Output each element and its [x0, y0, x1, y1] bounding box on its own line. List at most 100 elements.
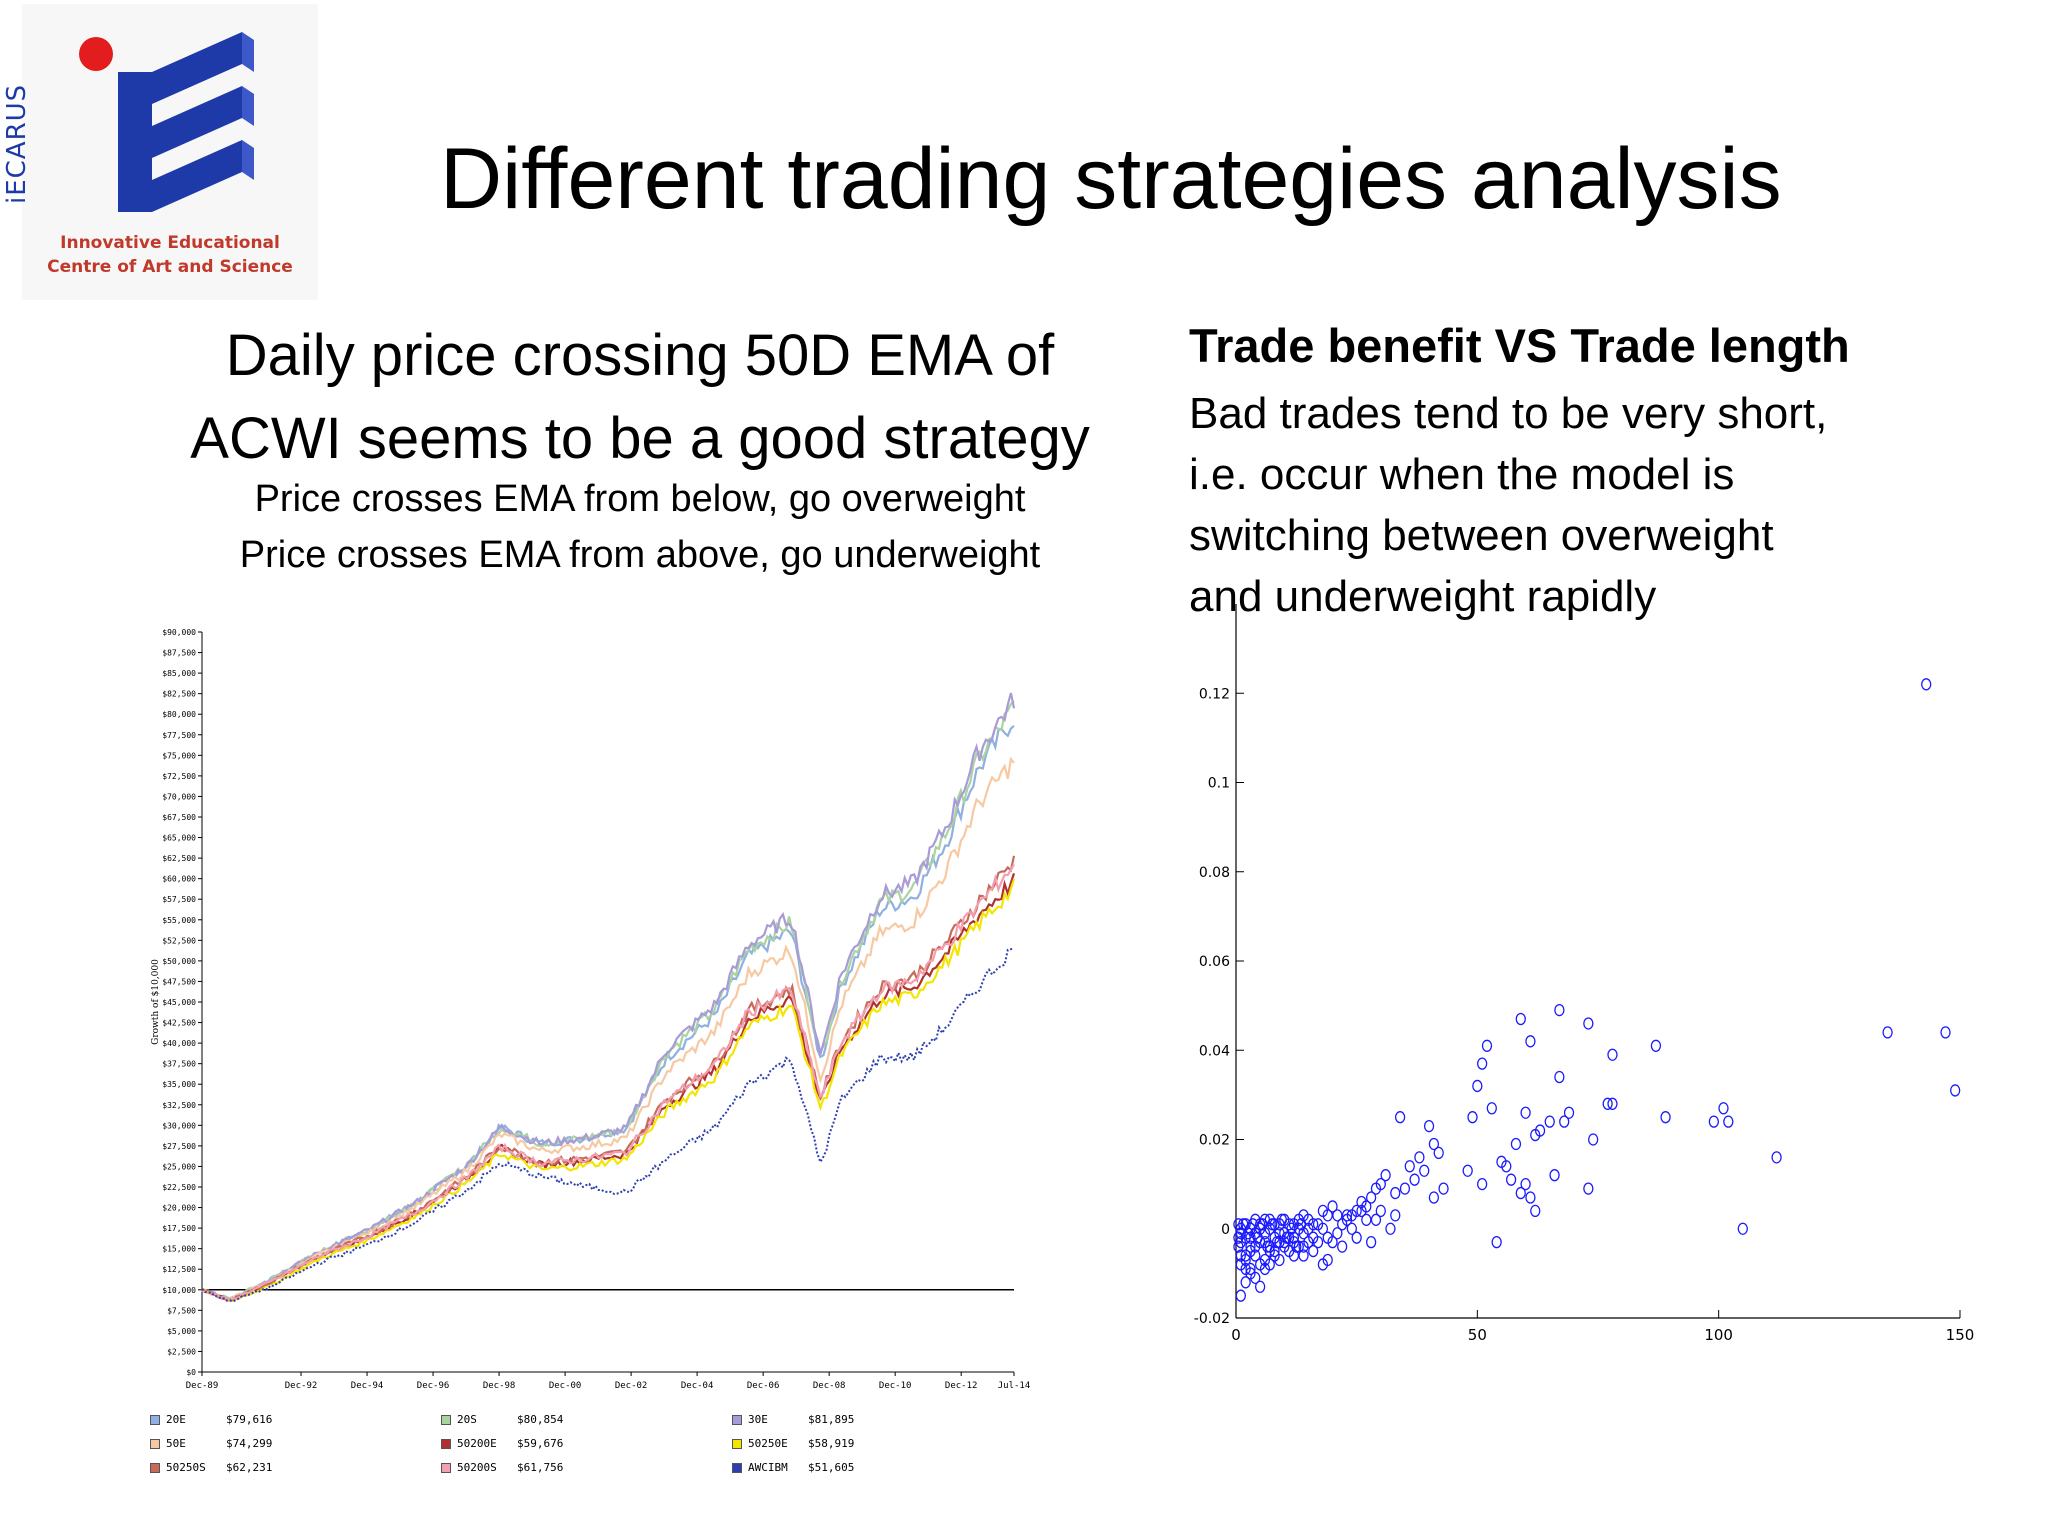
data-point [1262, 1240, 1273, 1253]
data-point [1281, 1231, 1292, 1244]
legend-swatch [732, 1415, 742, 1425]
logo: iECARUS Innovative Educational Centre of… [2, 4, 318, 300]
x-tick-label: Dec-08 [813, 1381, 846, 1391]
y-tick-label: $77,500 [162, 731, 196, 740]
rule-underweight: Price crosses EMA from above, go underwe… [239, 534, 1041, 576]
data-point [1233, 1240, 1244, 1253]
y-tick-label: $70,000 [162, 792, 196, 801]
x-tick-label: Dec-02 [615, 1381, 648, 1391]
legend-value: $59,676 [517, 1437, 564, 1450]
x-tick-label: Dec-04 [681, 1381, 714, 1391]
data-point [1254, 1280, 1266, 1293]
data-point [1385, 1222, 1396, 1235]
y-axis-label: Growth of $10,000 [151, 959, 161, 1045]
y-tick-label: $17,500 [162, 1224, 196, 1233]
data-point [1433, 1146, 1444, 1160]
data-point [1312, 1235, 1324, 1249]
y-tick-label: $5,000 [167, 1327, 196, 1336]
data-point [1583, 1017, 1594, 1030]
y-tick-label: $27,500 [162, 1142, 196, 1151]
y-tick-label: $0 [186, 1368, 196, 1377]
legend-name: 50200E [457, 1437, 497, 1450]
y-tick-label: 0.08 [1199, 865, 1230, 881]
data-point [1390, 1209, 1401, 1222]
data-point [1505, 1173, 1517, 1186]
data-point [1462, 1164, 1473, 1177]
data-point [1356, 1204, 1367, 1218]
data-point [1238, 1218, 1249, 1231]
data-point [1380, 1169, 1391, 1182]
logo-stem [118, 72, 152, 212]
data-point [1267, 1218, 1278, 1231]
data-point [1544, 1115, 1555, 1128]
series-line-50250s [201, 855, 1016, 1303]
legend-name: 20S [457, 1413, 477, 1426]
data-point [1365, 1235, 1377, 1249]
legend-swatch [150, 1463, 160, 1473]
legend-name: 20E [166, 1413, 186, 1426]
y-tick-label: $60,000 [162, 875, 196, 884]
x-tick-label: Dec-89 [186, 1381, 219, 1391]
data-point [1322, 1231, 1333, 1244]
data-point [1467, 1111, 1478, 1124]
data-point [1525, 1191, 1536, 1204]
data-point [1554, 1003, 1565, 1017]
data-point [1525, 1035, 1536, 1048]
data-point [1271, 1235, 1283, 1249]
series-line-50e [201, 756, 1015, 1301]
data-point [1409, 1173, 1420, 1186]
data-point [1423, 1119, 1435, 1133]
y-tick-label: $87,500 [162, 649, 196, 658]
data-point [1583, 1182, 1594, 1195]
data-point [1607, 1048, 1618, 1061]
legend-name: 30E [748, 1413, 768, 1426]
data-point [1351, 1231, 1362, 1244]
data-point [1332, 1209, 1343, 1222]
data-point [1950, 1084, 1961, 1097]
data-point [1428, 1137, 1440, 1151]
data-point [1940, 1026, 1951, 1039]
legend-name: 50250S [166, 1461, 206, 1474]
legend-name: AWCIBM [748, 1461, 788, 1474]
data-point [1419, 1164, 1430, 1177]
left-heading: Daily price crossing 50D EMA of ACWI see… [140, 314, 1140, 480]
legend-swatch [732, 1463, 742, 1473]
right-body: Bad trades tend to be very short, i.e. o… [1189, 383, 1949, 627]
data-point [1563, 1106, 1575, 1119]
data-point [1549, 1169, 1560, 1182]
legend-item: AWCIBM $51,605 [732, 1461, 854, 1474]
data-point [1607, 1097, 1618, 1110]
x-tick-label: 150 [1946, 1326, 1975, 1344]
data-point [1375, 1204, 1386, 1218]
y-tick-label: $15,000 [162, 1245, 196, 1254]
series-line-50200e [201, 873, 1016, 1302]
data-point [1245, 1267, 1256, 1280]
series-line-30e [201, 692, 1016, 1301]
data-point [1322, 1253, 1333, 1267]
data-point [1252, 1231, 1263, 1244]
x-tick-label: 50 [1468, 1326, 1487, 1344]
legend-item: 50200E $59,676 [441, 1437, 563, 1450]
data-point [1650, 1039, 1662, 1052]
legend-item: 50250E $58,919 [732, 1437, 854, 1450]
legend-name: 50200S [457, 1461, 497, 1474]
data-point [1520, 1106, 1531, 1119]
trade-scatter-chart: -0.0200.020.040.060.080.10.120 50 100 150 [1194, 604, 1975, 1344]
data-point [1530, 1204, 1541, 1218]
y-tick-label: $12,500 [162, 1265, 196, 1274]
data-point [1718, 1102, 1729, 1115]
data-point [1588, 1133, 1599, 1146]
data-point [1515, 1186, 1526, 1200]
y-tick-label: $80,000 [162, 710, 196, 719]
right-body-line: switching between overweight [1189, 511, 1774, 560]
x-tick-label: Dec-96 [417, 1381, 450, 1391]
data-point [1477, 1177, 1488, 1191]
x-tick-label: Dec-00 [549, 1381, 582, 1391]
left-heading-line-1: Daily price crossing 50D EMA of [225, 323, 1055, 388]
data-point [1554, 1070, 1565, 1084]
data-point [1501, 1160, 1512, 1173]
logo-line-2: Centre of Art and Science [47, 257, 293, 277]
data-point [1233, 1218, 1244, 1231]
y-tick-label: 0.02 [1199, 1133, 1230, 1149]
y-tick-label: $67,500 [162, 813, 196, 822]
